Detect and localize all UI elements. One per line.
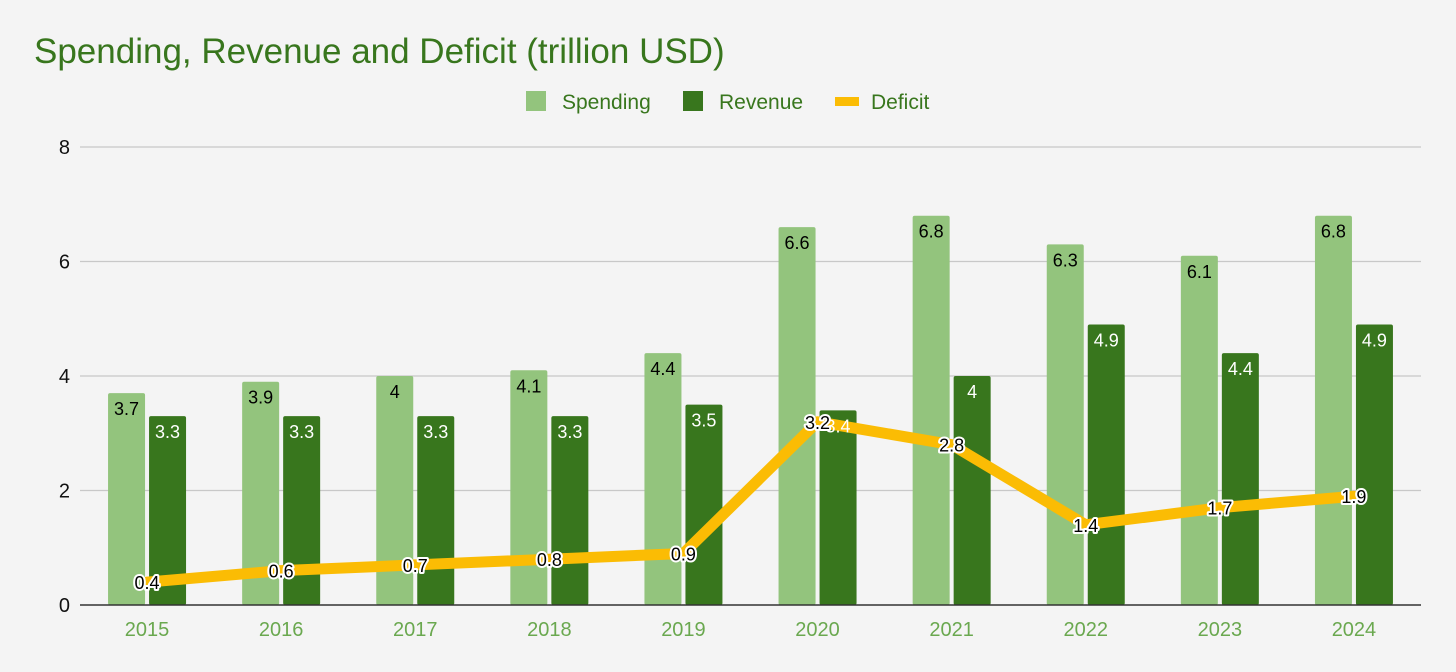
data-label-spending-2016: 3.9 (248, 388, 273, 408)
chart-title: Spending, Revenue and Deficit (trillion … (34, 32, 725, 71)
bar-revenue-2021 (953, 376, 991, 605)
x-tick-label-2016: 2016 (259, 619, 304, 641)
data-label-revenue-2023: 4.4 (1228, 359, 1253, 379)
data-label-spending-2015: 3.7 (114, 399, 139, 419)
x-tick-label-2020: 2020 (795, 619, 840, 641)
bar-spending-2020 (778, 227, 816, 605)
data-label-spending-2018: 4.1 (516, 376, 541, 396)
bar-spending-2015 (108, 393, 146, 605)
y-tick-label-6: 6 (59, 252, 70, 274)
bar-spending-2017 (376, 376, 414, 605)
data-label-spending-2023: 6.1 (1187, 262, 1212, 282)
bar-spending-2024 (1314, 215, 1352, 605)
data-label-deficit-2018: 0.8 (537, 550, 562, 570)
data-label-deficit-2020: 3.2 (805, 413, 830, 433)
data-label-deficit-2015: 0.4 (135, 573, 160, 593)
x-tick-label-2021: 2021 (929, 619, 974, 641)
bar-revenue-2020 (819, 410, 857, 605)
x-tick-label-2017: 2017 (393, 619, 438, 641)
data-label-deficit-2022: 1.4 (1073, 516, 1098, 536)
bar-revenue-2017 (417, 416, 455, 605)
data-label-deficit-2017: 0.7 (403, 556, 428, 576)
data-label-deficit-2016: 0.6 (269, 562, 294, 582)
bar-revenue-2022 (1087, 324, 1125, 605)
legend-swatch-spending (526, 91, 546, 111)
line-deficit (141, 416, 1360, 588)
legend-swatch-deficit (835, 97, 859, 106)
bar-spending-2016 (242, 381, 280, 605)
data-label-deficit-2021: 2.8 (939, 436, 964, 456)
data-label-spending-2021: 6.8 (919, 222, 944, 242)
bar-revenue-2018 (551, 416, 589, 605)
data-label-spending-2017: 4 (390, 382, 400, 402)
gridlines (80, 146, 1421, 492)
bar-spending-2019 (644, 353, 682, 605)
x-tick-label-2018: 2018 (527, 619, 572, 641)
bar-revenue-2019 (685, 404, 723, 605)
data-label-revenue-2024: 4.9 (1362, 330, 1387, 350)
data-label-revenue-2022: 4.9 (1094, 330, 1119, 350)
data-labels: 3.7 3.3 3.9 3.3 4 3.3 4.1 3.3 4.4 3.5 6.6 3.4 6.8 4 6.… (114, 222, 1387, 595)
data-label-revenue-2017: 3.3 (423, 422, 448, 442)
data-label-spending-2020: 6.6 (785, 233, 810, 253)
data-label-revenue-2019: 3.5 (691, 411, 716, 431)
legend-swatch-revenue (683, 91, 703, 111)
x-tick-label-2019: 2019 (661, 619, 706, 641)
data-label-deficit-2019: 0.9 (671, 544, 696, 564)
data-label-spending-2024: 6.8 (1321, 222, 1346, 242)
bar-revenue-2024 (1355, 324, 1393, 605)
data-label-deficit-2023: 1.7 (1207, 499, 1232, 519)
data-label-revenue-2018: 3.3 (557, 422, 582, 442)
data-label-revenue-2020: 3.4 (826, 416, 851, 436)
bar-spending-2022 (1046, 244, 1084, 605)
x-tick-label-2022: 2022 (1064, 619, 1109, 641)
y-tick-label-4: 4 (59, 366, 70, 388)
bar-revenue-2015 (149, 416, 187, 605)
data-label-deficit-2024: 1.9 (1341, 487, 1366, 507)
data-label-spending-2019: 4.4 (650, 359, 675, 379)
bar-spending-2021 (912, 215, 950, 605)
x-axis: 2015 2016 2017 2018 2019 2020 2021 2022 2023 2024 (80, 604, 1421, 641)
legend: Spending Revenue Deficit (526, 91, 930, 114)
y-tick-label-8: 8 (59, 137, 70, 159)
bar-spending-2018 (510, 370, 548, 605)
y-tick-label-0: 0 (59, 595, 70, 617)
bar-revenue-2016 (283, 416, 321, 605)
data-label-revenue-2016: 3.3 (289, 422, 314, 442)
legend-label-deficit: Deficit (871, 91, 930, 114)
x-tick-label-2023: 2023 (1198, 619, 1243, 641)
x-tick-label-2015: 2015 (125, 619, 170, 641)
bar-spending-2023 (1180, 255, 1218, 605)
data-label-revenue-2015: 3.3 (155, 422, 180, 442)
data-label-spending-2022: 6.3 (1053, 250, 1078, 270)
legend-label-revenue: Revenue (719, 91, 803, 114)
bar-revenue-2023 (1221, 353, 1259, 605)
legend-label-spending: Spending (562, 91, 651, 114)
data-label-revenue-2021: 4 (967, 382, 977, 402)
x-tick-label-2024: 2024 (1332, 619, 1377, 641)
y-axis: 0 2 4 6 8 (59, 137, 70, 617)
y-tick-label-2: 2 (59, 481, 70, 503)
deficit-series (141, 416, 1360, 588)
